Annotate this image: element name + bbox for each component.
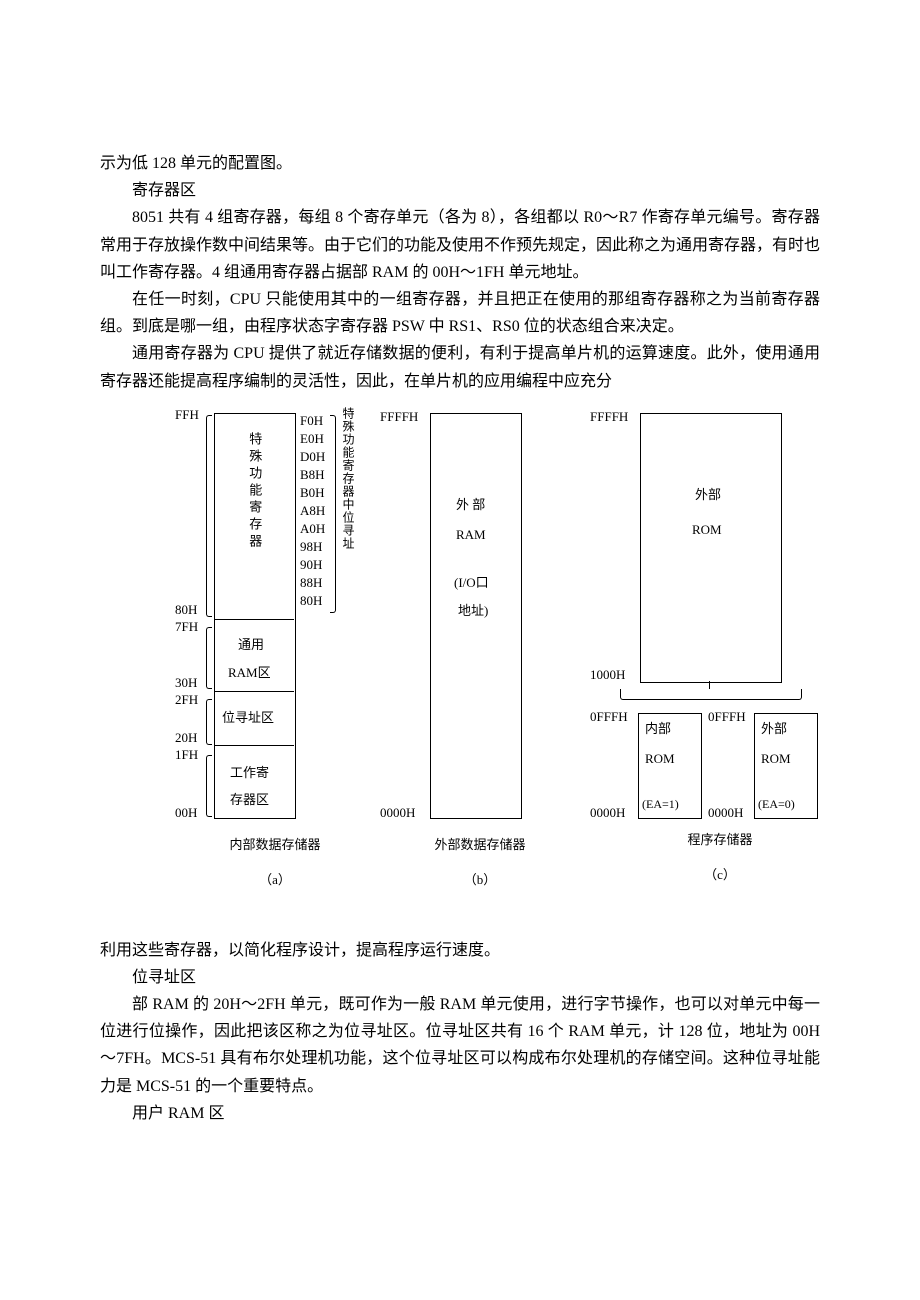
addr-98h: 98H — [300, 539, 322, 555]
brace-work — [206, 755, 212, 817]
colC-1000h: 1000H — [590, 667, 625, 683]
addr-a8h: A8H — [300, 503, 325, 519]
work-reg-2: 存器区 — [230, 792, 269, 808]
paragraph-0: 示为低 128 单元的配置图。 — [100, 150, 820, 177]
colC-left1: 内部 — [645, 721, 671, 737]
brace-sfr — [206, 415, 212, 617]
colC-left3: (EA=1) — [642, 797, 679, 812]
colC-l1: 外部 — [695, 487, 721, 503]
colC-caption: 程序存储器 — [640, 832, 800, 848]
addr-f0h: F0H — [300, 413, 323, 429]
colA-div3 — [214, 745, 294, 746]
colB-ffffh: FFFFH — [380, 409, 418, 425]
paragraph-3: 通用寄存器为 CPU 提供了就近存储数据的便利，有利于提高单片机的运算速度。此外… — [100, 340, 820, 394]
colC-right-0fffh: 0FFFH — [708, 709, 746, 725]
addr-7fh: 7FH — [175, 619, 198, 635]
addr-00h: 00H — [175, 805, 197, 821]
addr-b8h: B8H — [300, 467, 325, 483]
colB-l4: 地址) — [458, 603, 488, 619]
addr-80h: 80H — [175, 602, 197, 618]
addr-88h: 88H — [300, 575, 322, 591]
addr-b0h: B0H — [300, 485, 325, 501]
colA-div2 — [214, 691, 294, 692]
addr-d0h: D0H — [300, 449, 325, 465]
colA-sub: （a） — [195, 872, 355, 888]
paragraph-5: 部 RAM 的 20H～2FH 单元，既可作为一般 RAM 单元使用，进行字节操… — [100, 991, 820, 1100]
bit-area-label: 位寻址区 — [222, 710, 274, 726]
colC-ffffh: FFFFH — [590, 409, 628, 425]
colC-l2: ROM — [692, 522, 722, 538]
paragraph-1: 8051 共有 4 组寄存器，每组 8 个寄存单元（各为 8），各组都以 R0～… — [100, 204, 820, 286]
addr-a0h: A0H — [300, 521, 325, 537]
sfr-label: 特殊功能寄存器 — [246, 432, 262, 551]
colC-brace-tip-top — [709, 681, 710, 689]
colC-right-0000h: 0000H — [708, 805, 743, 821]
colB-sub: （b） — [405, 872, 555, 888]
heading-bit-area: 位寻址区 — [100, 964, 820, 991]
mid-label: 特殊功能寄存器中位寻址 — [340, 407, 355, 550]
colA-div1 — [214, 619, 294, 620]
colC-right2: ROM — [761, 751, 791, 767]
colB-l1: 外 部 — [456, 497, 485, 513]
addr-90h: 90H — [300, 557, 322, 573]
generic-ram-1: 通用 — [238, 637, 264, 653]
colC-brace — [620, 689, 802, 700]
generic-ram-2: RAM区 — [228, 665, 271, 681]
addr-2fh: 2FH — [175, 692, 198, 708]
colC-top-box — [640, 413, 782, 683]
brace-ram — [206, 627, 212, 689]
brace-bit — [206, 699, 212, 745]
paragraph-4: 利用这些寄存器，以简化程序设计，提高程序运行速度。 — [100, 937, 820, 964]
colB-l3: (I/O口 — [454, 575, 489, 591]
addr-30h: 30H — [175, 675, 197, 691]
colC-right1: 外部 — [761, 721, 787, 737]
colC-left2: ROM — [645, 751, 675, 767]
heading-register-area: 寄存器区 — [100, 177, 820, 204]
colC-sub: （c） — [640, 867, 800, 883]
colC-left-0fffh: 0FFFH — [590, 709, 628, 725]
addr-20h: 20H — [175, 730, 197, 746]
paragraph-2: 在任一时刻，CPU 只能使用其中的一组寄存器，并且把正在使用的那组寄存器称之为当… — [100, 286, 820, 340]
colB-caption: 外部数据存储器 — [405, 837, 555, 853]
colC-left-0000h: 0000H — [590, 805, 625, 821]
brace-mid — [330, 415, 336, 613]
colC-right3: (EA=0) — [758, 797, 795, 812]
memory-map-diagram: FFH 80H 7FH 30H 2FH 20H 1FH 00H 特殊功能寄存器 … — [100, 407, 820, 927]
colB-l2: RAM — [456, 527, 486, 543]
colA-caption: 内部数据存储器 — [195, 837, 355, 853]
colB-0000h: 0000H — [380, 805, 415, 821]
heading-user-ram: 用户 RAM 区 — [100, 1100, 820, 1127]
addr-1fh: 1FH — [175, 747, 198, 763]
addr-80h-2: 80H — [300, 593, 322, 609]
addr-e0h: E0H — [300, 431, 324, 447]
work-reg-1: 工作寄 — [230, 765, 269, 781]
addr-ffh: FFH — [175, 407, 199, 423]
